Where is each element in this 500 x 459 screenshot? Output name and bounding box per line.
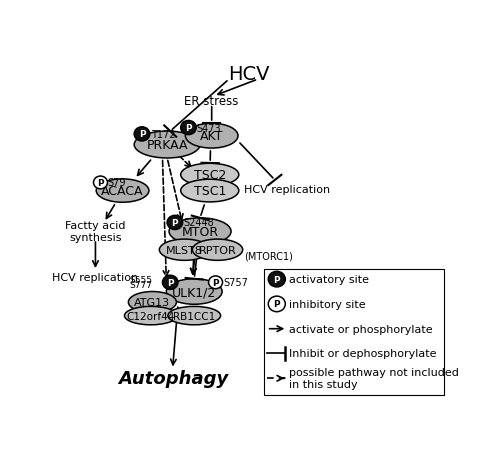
Circle shape xyxy=(180,121,196,135)
Bar xyxy=(264,269,444,396)
Ellipse shape xyxy=(192,240,242,261)
Text: RB1CC1: RB1CC1 xyxy=(173,311,216,321)
Text: possible pathway not included
in this study: possible pathway not included in this st… xyxy=(289,368,459,389)
Text: S555: S555 xyxy=(130,275,153,284)
Ellipse shape xyxy=(166,279,222,305)
Text: C12orf44: C12orf44 xyxy=(126,311,175,321)
Circle shape xyxy=(134,128,150,142)
Text: Autophagy: Autophagy xyxy=(118,369,228,387)
Text: MTOR: MTOR xyxy=(182,225,218,238)
Text: activatory site: activatory site xyxy=(289,274,369,285)
Text: MLST8: MLST8 xyxy=(166,245,203,255)
Text: P: P xyxy=(185,124,192,133)
Text: Factty acid
synthesis: Factty acid synthesis xyxy=(65,221,126,242)
Text: ACACA: ACACA xyxy=(102,185,144,198)
Text: ER stress: ER stress xyxy=(184,95,239,107)
Text: PRKAA: PRKAA xyxy=(146,139,188,151)
Text: S777: S777 xyxy=(130,280,153,289)
Text: P: P xyxy=(274,275,280,284)
Text: P: P xyxy=(138,130,145,139)
Text: T172: T172 xyxy=(151,129,176,139)
Ellipse shape xyxy=(96,179,149,203)
Text: HCV replication: HCV replication xyxy=(52,273,138,283)
Ellipse shape xyxy=(160,240,210,261)
Text: TSC2: TSC2 xyxy=(194,169,226,182)
Text: P: P xyxy=(172,218,178,228)
Text: P: P xyxy=(167,278,173,287)
Ellipse shape xyxy=(168,307,220,325)
Text: HCV: HCV xyxy=(228,65,269,84)
Text: HCV replication: HCV replication xyxy=(244,185,330,194)
Text: S2448: S2448 xyxy=(184,218,214,228)
Ellipse shape xyxy=(186,124,238,149)
Text: S473: S473 xyxy=(196,123,221,133)
Text: activate or phosphorylate: activate or phosphorylate xyxy=(289,324,433,334)
Text: S79: S79 xyxy=(108,178,126,188)
Ellipse shape xyxy=(180,180,239,202)
Text: TSC1: TSC1 xyxy=(194,185,226,198)
Ellipse shape xyxy=(134,132,200,159)
Text: RPTOR: RPTOR xyxy=(198,245,236,255)
Circle shape xyxy=(268,297,285,312)
Text: (MTORC1): (MTORC1) xyxy=(244,251,292,261)
Ellipse shape xyxy=(180,164,239,186)
Circle shape xyxy=(162,275,178,290)
Text: P: P xyxy=(97,179,104,188)
Text: P: P xyxy=(274,300,280,309)
Text: AKT: AKT xyxy=(200,130,224,143)
Text: ULK1/2: ULK1/2 xyxy=(172,285,216,298)
Circle shape xyxy=(94,177,108,190)
Text: inhibitory site: inhibitory site xyxy=(289,299,366,309)
Circle shape xyxy=(268,272,285,287)
Text: Inhibit or dephosphorylate: Inhibit or dephosphorylate xyxy=(289,349,436,359)
Text: ATG13: ATG13 xyxy=(134,297,170,308)
Circle shape xyxy=(167,216,182,230)
Circle shape xyxy=(208,276,222,289)
Ellipse shape xyxy=(124,307,177,325)
Ellipse shape xyxy=(128,292,176,313)
Ellipse shape xyxy=(169,218,231,245)
Text: P: P xyxy=(212,278,219,287)
Text: S757: S757 xyxy=(224,278,248,288)
